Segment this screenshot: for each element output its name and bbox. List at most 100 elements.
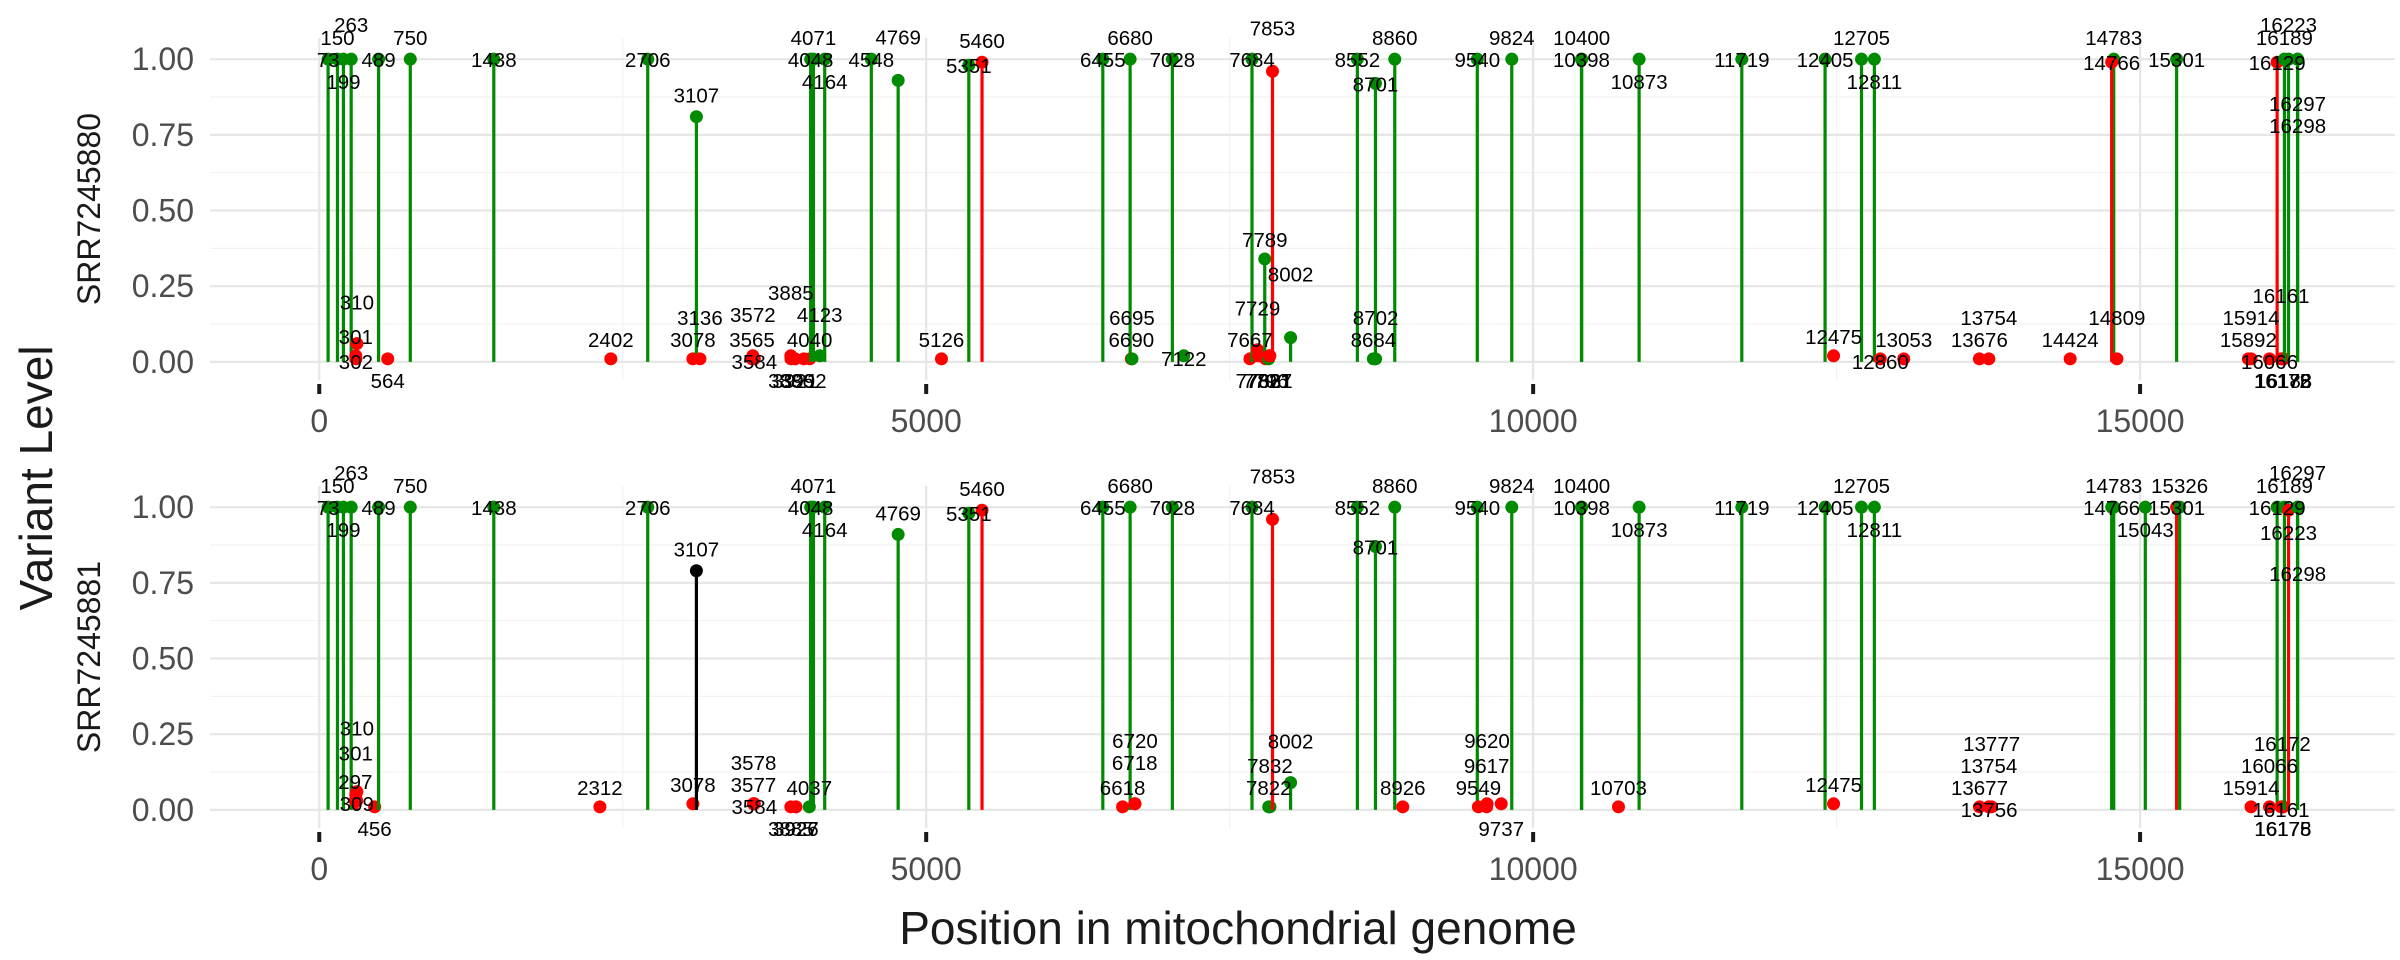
- variant-point: [1574, 52, 1588, 66]
- variant-position-label: 2402: [588, 329, 634, 352]
- variant-point: [2105, 55, 2119, 69]
- variant-position-label: 13756: [1961, 799, 2018, 822]
- variant-position-label: 4164: [802, 71, 848, 94]
- variant-point: [2063, 352, 2077, 366]
- variant-point: [487, 500, 501, 514]
- variant-point: [1735, 500, 1749, 514]
- variant-point: [2173, 500, 2187, 514]
- variant-position-label: 16066: [2241, 351, 2298, 374]
- variant-position-label: 750: [393, 27, 427, 50]
- variant-position-label: 16298: [2269, 563, 2326, 586]
- variant-position-label: 5126: [919, 329, 965, 352]
- variant-position-label: 1438: [471, 49, 517, 72]
- variant-point: [1266, 512, 1280, 526]
- variant-position-label: 3107: [674, 85, 720, 108]
- variant-position-label: 263: [334, 14, 368, 37]
- variant-position-label: 16178: [2255, 818, 2312, 841]
- variant-position-label: 6618: [1100, 777, 1146, 800]
- variant-position-label: 4071: [791, 475, 837, 498]
- variant-point: [806, 52, 820, 66]
- variant-position-label: 16189: [2256, 475, 2313, 498]
- variant-point: [2170, 52, 2184, 66]
- variant-position-label: 750: [393, 475, 427, 498]
- y-tick-label: 0.75: [132, 117, 194, 153]
- variant-position-label: 3886: [768, 370, 814, 393]
- variant-position-label: 3565: [729, 329, 775, 352]
- variant-position-label: 8552: [1335, 49, 1381, 72]
- variant-point: [689, 564, 703, 578]
- variant-point: [1818, 500, 1832, 514]
- variant-point: [2244, 352, 2258, 366]
- variant-position-label: 7729: [1235, 298, 1281, 321]
- variant-point: [1854, 500, 1868, 514]
- variant-position-label: 13677: [1951, 777, 2008, 800]
- variant-position-label: 10400: [1553, 27, 1610, 50]
- variant-position-label: 150: [320, 475, 354, 498]
- variant-point: [747, 352, 761, 366]
- variant-point: [1177, 349, 1191, 363]
- variant-point: [1388, 52, 1402, 66]
- x-tick-label: 0: [310, 851, 328, 887]
- variant-position-label: 12705: [1833, 27, 1890, 50]
- variant-point: [806, 500, 820, 514]
- variant-position-label: 14424: [2042, 329, 2099, 352]
- variant-position-label: 1438: [471, 497, 517, 520]
- variant-position-label: 15301: [2148, 49, 2205, 72]
- variant-position-label: 12475: [1805, 326, 1862, 349]
- variant-point: [1125, 352, 1139, 366]
- variant-position-label: 3572: [730, 304, 776, 327]
- variant-point: [1284, 776, 1298, 790]
- variant-point: [350, 337, 364, 351]
- variant-point: [1263, 800, 1277, 814]
- variant-position-label: 8860: [1372, 27, 1418, 50]
- variant-position-label: 15301: [2148, 497, 2205, 520]
- x-tick-label: 10000: [1489, 851, 1578, 887]
- variant-position-label: 9617: [1464, 755, 1510, 778]
- variant-position-label: 3578: [731, 752, 777, 775]
- variant-point: [2107, 500, 2121, 514]
- variant-position-label: 15914: [2223, 307, 2280, 330]
- variant-position-label: 3584: [732, 351, 778, 374]
- variant-point: [403, 500, 417, 514]
- variant-position-label: 9824: [1489, 27, 1535, 50]
- variant-position-label: 3992: [781, 370, 827, 393]
- variant-point: [1854, 52, 1868, 66]
- variant-position-label: 7684: [1229, 497, 1275, 520]
- y-tick-label: 1.00: [132, 41, 194, 77]
- variant-position-label: 6690: [1109, 329, 1155, 352]
- variant-position-label: 7122: [1161, 348, 1207, 371]
- y-tick-label: 1.00: [132, 489, 194, 525]
- variant-point: [1972, 800, 1986, 814]
- variant-position-label: 6720: [1112, 730, 1158, 753]
- variant-point: [2262, 800, 2276, 814]
- variant-position-label: 4769: [875, 502, 921, 525]
- y-tick-label: 0.25: [132, 716, 194, 752]
- variant-position-label: 16297: [2269, 462, 2326, 485]
- variant-position-label: 297: [338, 771, 372, 794]
- variant-point: [1818, 52, 1832, 66]
- variant-point: [689, 110, 703, 124]
- variant-point: [1867, 52, 1881, 66]
- variant-position-label: 4123: [797, 304, 843, 327]
- variant-position-label: 7736: [1236, 370, 1282, 393]
- variant-position-label: 6718: [1112, 752, 1158, 775]
- variant-point: [1368, 540, 1382, 554]
- variant-point: [789, 800, 803, 814]
- y-tick-label: 0.00: [132, 344, 194, 380]
- variant-position-label: 7789: [1242, 229, 1288, 252]
- variant-position-label: 73: [317, 497, 340, 520]
- variant-point: [864, 52, 878, 66]
- variant-position-label: 16129: [2249, 52, 2306, 75]
- variant-point: [1873, 352, 1887, 366]
- variant-point: [693, 352, 707, 366]
- variant-point: [818, 52, 832, 66]
- variant-position-label: 4164: [802, 519, 848, 542]
- variant-point: [1128, 797, 1142, 811]
- x-tick-label: 5000: [891, 851, 962, 887]
- variant-point: [372, 500, 386, 514]
- variant-position-label: 14809: [2088, 307, 2145, 330]
- variant-position-label: 3885: [768, 282, 814, 305]
- variant-point: [1470, 52, 1484, 66]
- variant-point: [1480, 797, 1494, 811]
